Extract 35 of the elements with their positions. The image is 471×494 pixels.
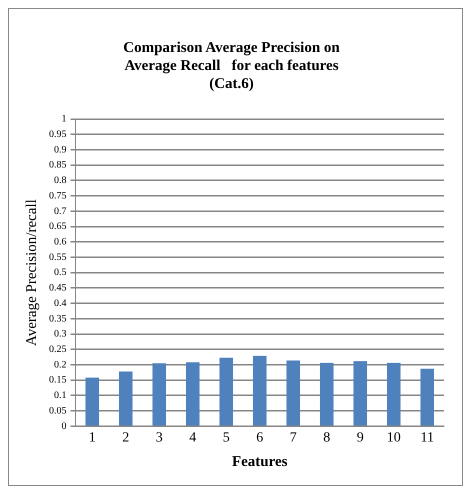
y-tick-label: 0.25 — [49, 344, 66, 356]
x-tick-label: 5 — [222, 430, 230, 446]
chart-title: Comparison Average Precision on Average Recall for each features (Cat.6) — [123, 40, 340, 92]
y-tick-label: 0.35 — [49, 313, 66, 324]
x-tick-label: 4 — [189, 430, 196, 446]
x-axis-title: Features — [232, 454, 288, 470]
y-tick-label: 0.85 — [49, 160, 66, 171]
y-tick-label: 0.95 — [49, 128, 66, 140]
x-tick-label: 8 — [323, 430, 330, 446]
y-tick-label: 0.65 — [49, 221, 66, 232]
x-tick-label: 11 — [420, 430, 434, 446]
y-tick-label: 0.7 — [54, 206, 66, 217]
y-tick-label: 1 — [62, 114, 66, 125]
y-tick-label: 0.75 — [49, 190, 66, 202]
y-tick-label: 0.4 — [54, 298, 66, 309]
y-tick-label: 0.6 — [54, 236, 66, 248]
x-tick-label: 3 — [156, 430, 163, 446]
y-axis-title: Average Precision/recall — [24, 199, 40, 346]
x-tick-label: 1 — [88, 430, 96, 446]
y-tick-label: 0.2 — [54, 359, 66, 370]
y-tick-label: 0.55 — [49, 252, 66, 263]
y-tick-label: 0.3 — [54, 328, 66, 340]
x-tick-label: 2 — [122, 430, 130, 446]
x-tick-label: 9 — [356, 430, 364, 446]
y-tick-label: 0 — [62, 420, 66, 432]
x-tick-label: 6 — [256, 430, 264, 446]
y-tick-label: 0.9 — [54, 144, 66, 156]
y-tick-label: 0.15 — [49, 374, 66, 386]
y-tick-label: 0.5 — [54, 267, 66, 278]
y-tick-label: 0.1 — [54, 390, 66, 402]
y-tick-label: 0.05 — [49, 405, 66, 416]
y-tick-label: 0.8 — [54, 175, 66, 186]
x-tick-label: 7 — [290, 430, 297, 446]
x-tick-label: 10 — [386, 430, 401, 446]
y-tick-label: 0.45 — [49, 282, 66, 294]
